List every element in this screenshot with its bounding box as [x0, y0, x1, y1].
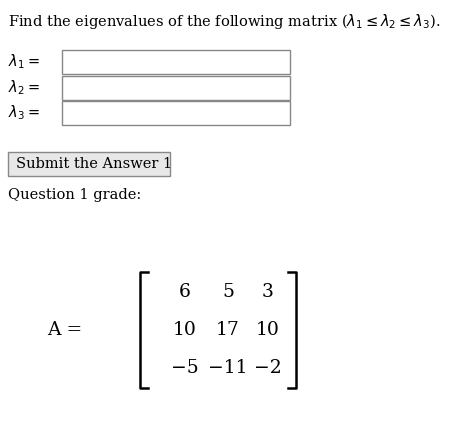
- Text: A =: A =: [47, 321, 82, 339]
- Text: Submit the Answer 1: Submit the Answer 1: [16, 157, 172, 171]
- Text: $\lambda_2 =$: $\lambda_2 =$: [8, 79, 40, 97]
- Text: −11: −11: [208, 359, 248, 377]
- Bar: [62, 76, 290, 100]
- Text: −2: −2: [254, 359, 282, 377]
- Text: Find the eigenvalues of the following matrix ($\lambda_1 \leq \lambda_2 \leq \la: Find the eigenvalues of the following ma…: [8, 12, 440, 31]
- Text: $\lambda_3 =$: $\lambda_3 =$: [8, 103, 40, 123]
- Text: 5: 5: [222, 283, 234, 301]
- Bar: [62, 101, 290, 125]
- Text: Question 1 grade:: Question 1 grade:: [8, 188, 141, 202]
- Text: 10: 10: [173, 321, 197, 339]
- Bar: [62, 50, 290, 74]
- Text: −5: −5: [171, 359, 199, 377]
- Text: 10: 10: [256, 321, 280, 339]
- Bar: [8, 152, 170, 176]
- Text: $\lambda_1 =$: $\lambda_1 =$: [8, 53, 40, 71]
- Text: 3: 3: [262, 283, 274, 301]
- Text: 17: 17: [216, 321, 240, 339]
- Text: 6: 6: [179, 283, 191, 301]
